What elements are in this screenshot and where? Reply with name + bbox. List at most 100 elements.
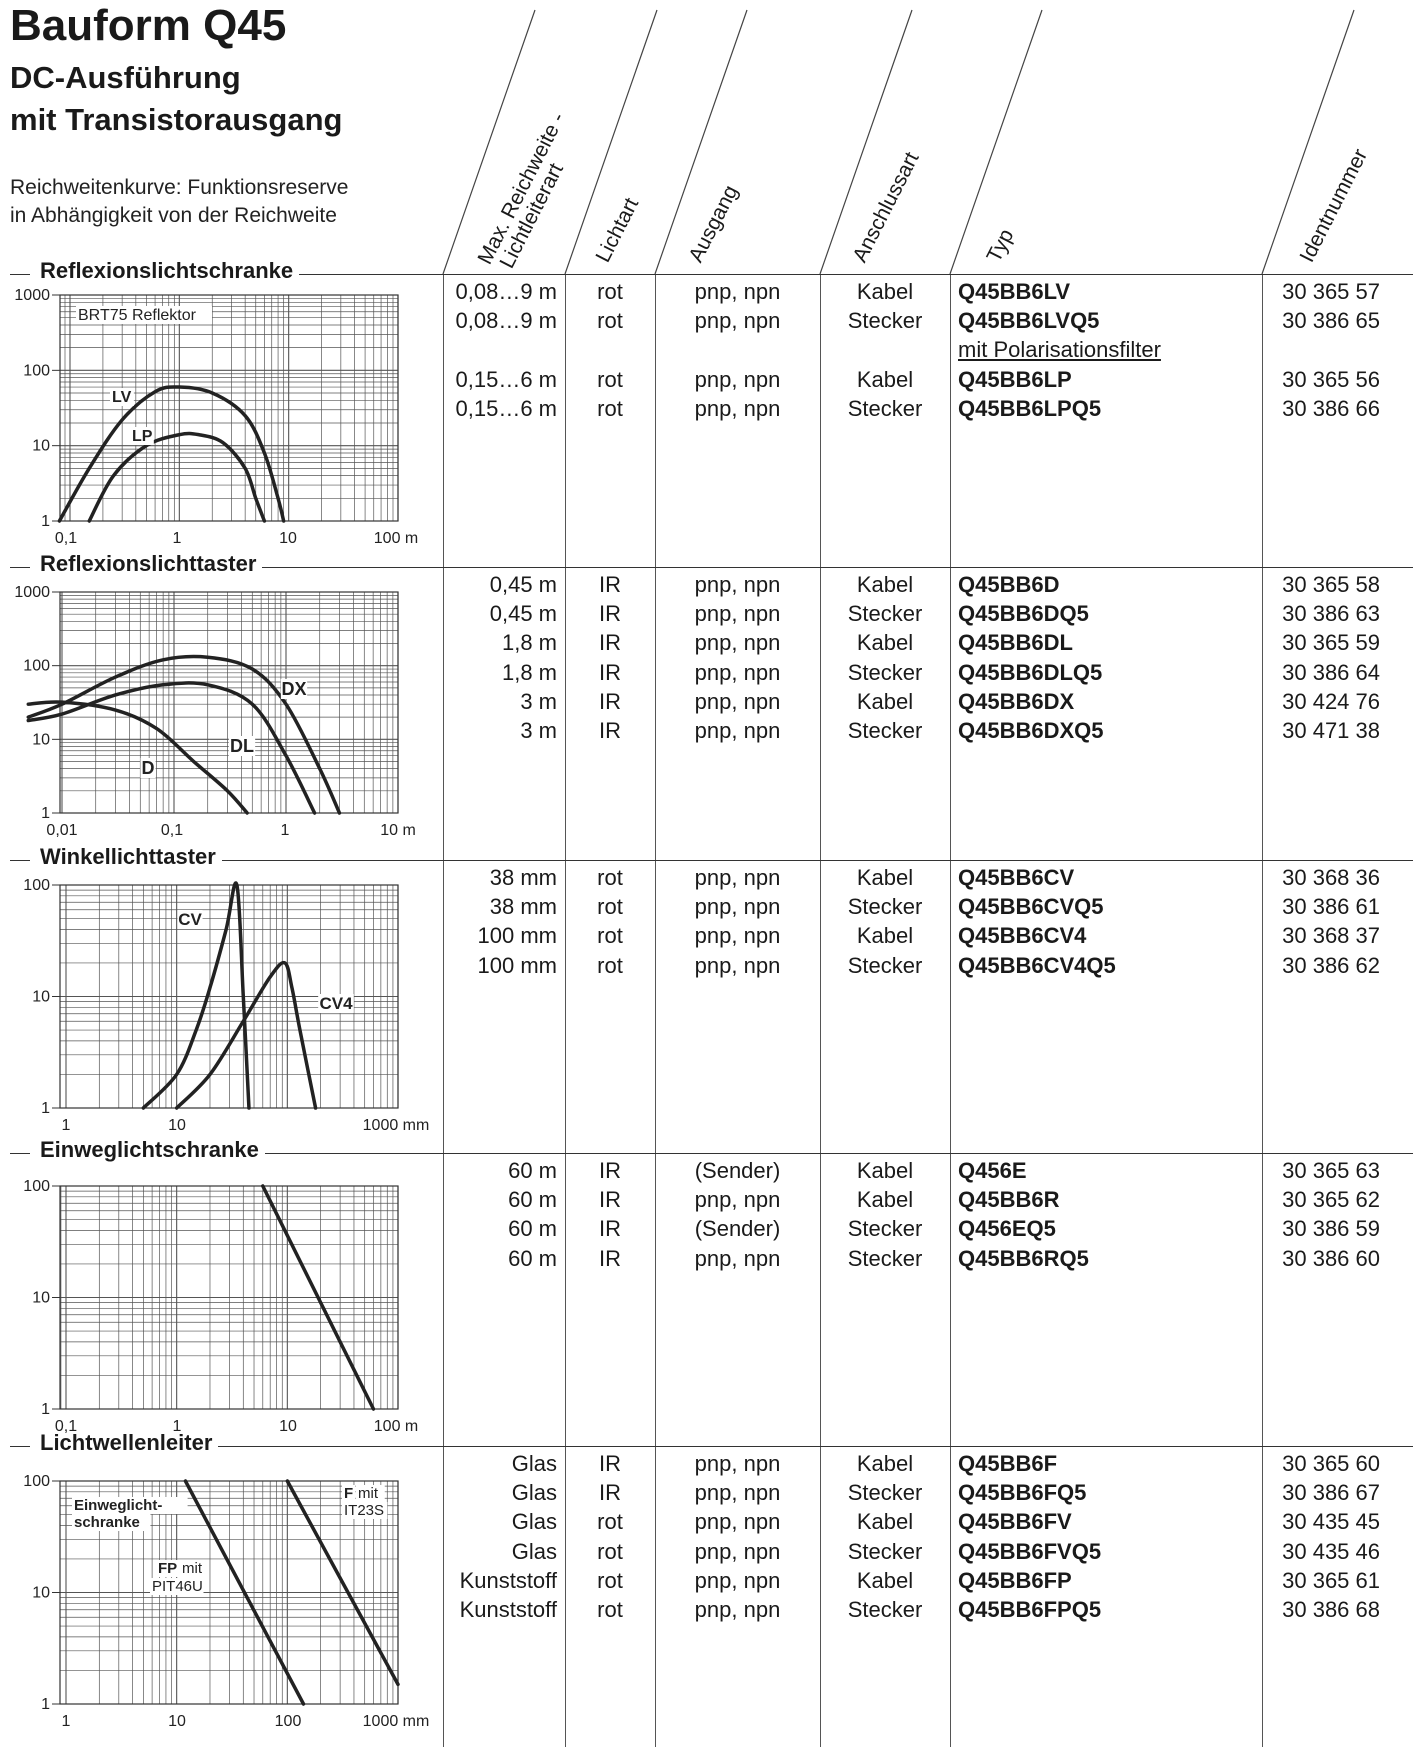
x-tick-label: 100 [275,1713,302,1730]
range-cell: 38 mm [489,894,557,920]
light-type-cell: IR [599,601,621,627]
range-cell: Glas [511,1509,557,1535]
series-label: FP [158,1560,177,1577]
output-cell: (Sender) [694,1158,781,1183]
x-tick-label: 1000 mm [363,1713,430,1730]
label-bg [342,1502,388,1519]
y-tick-label: 100 [23,877,50,894]
light-type-cell: IR [599,659,621,685]
y-tick-label: 10 [32,1290,50,1307]
range-cell: Glas [511,1451,557,1476]
chart-annotation: schranke [74,1514,140,1531]
label-bg [280,679,308,699]
section-dash [10,274,30,275]
connection-cell: Stecker [847,659,923,685]
chart-annotation: BRT75 Reflektor [78,307,197,324]
ident-cell: 30 386 68 [1282,1597,1380,1622]
ident-cell: 30 365 56 [1282,366,1380,392]
label-bg [342,1485,356,1502]
light-type-cell: IR [599,718,621,743]
range-cell: 60 m [508,1245,557,1271]
output-cell: pnp, npn [694,1567,781,1593]
x-tick-label: 0,1 [55,530,77,547]
table-column-line [950,274,951,1747]
typ-note: mit Polarisationsfilter [958,337,1161,363]
page-subtitle-2: mit Transistorausgang [10,102,343,137]
range-cell: 60 m [508,1216,557,1242]
output-cell: pnp, npn [694,1597,781,1622]
ident-cell: 30 435 46 [1282,1538,1380,1564]
light-type-cell: IR [599,1245,621,1271]
output-cell: pnp, npn [694,1245,781,1271]
y-tick-label: 1000 [14,287,50,304]
typ-cell: Q45BB6DX [958,688,1075,714]
section-title: Einweglichtschranke [40,1138,265,1162]
series-curve-cv4 [174,960,318,1110]
label-bg [130,427,154,445]
output-cell: pnp, npn [694,366,781,392]
typ-cell: Q456E [958,1158,1027,1183]
label-bg [177,910,203,929]
label-bg [318,994,354,1013]
light-type-cell: IR [599,572,621,597]
series-label: LV [112,389,132,406]
typ-cell: Q45BB6FPQ5 [958,1597,1102,1622]
section-title: Lichtwellenleiter [40,1431,219,1455]
connection-cell: Kabel [856,1187,914,1213]
typ-cell: Q45BB6F [958,1451,1058,1476]
series-curve-dl [26,681,317,815]
connection-cell: Kabel [856,1509,914,1535]
section-title: Winkellichttaster [40,845,222,869]
ident-cell: 30 386 65 [1282,308,1380,334]
x-tick-label: 1 [173,530,182,547]
connection-cell: Stecker [847,308,923,334]
ident-cell: 30 365 61 [1282,1567,1380,1593]
x-tick-label: 1 [173,1418,182,1435]
connection-cell: Stecker [847,718,923,743]
x-tick-label: 10 m [380,822,416,839]
typ-cell: Q45BB6R [958,1187,1060,1213]
section-divider [40,274,1413,275]
range-cell: 3 m [520,688,557,714]
page-subtitle-1: DC-Ausführung [10,60,241,95]
light-type-cell: IR [599,1216,621,1242]
table-column-line [443,274,444,1747]
label-bg [156,1560,188,1577]
label-bg [140,758,156,778]
x-tick-label: 10 [279,530,297,547]
ident-cell: 30 365 63 [1282,1158,1380,1183]
series-label: CV4 [319,994,353,1013]
light-type-cell: rot [597,366,623,392]
ident-cell: 30 386 67 [1282,1480,1380,1506]
typ-cell: Q45BB6DXQ5 [958,718,1104,743]
output-cell: pnp, npn [694,395,781,421]
chart-annotation: Einweglicht- [74,1497,162,1514]
typ-cell: Q45BB6FV [958,1509,1072,1535]
connection-cell: Kabel [856,366,914,392]
label-bg [150,1578,204,1595]
label-bg [228,736,256,756]
y-tick-label: 1 [41,1401,50,1418]
chart-annotation: mit [358,1485,379,1502]
series-label: F [344,1485,353,1502]
output-cell: (Sender) [694,1216,781,1242]
x-tick-label: 10 [168,1713,186,1730]
connection-cell: Kabel [856,688,914,714]
range-cell: 0,08…9 m [455,279,558,304]
range-cell: 100 mm [477,923,557,949]
ident-cell: 30 368 36 [1282,865,1380,890]
light-type-cell: IR [599,688,621,714]
typ-cell: Q45BB6RQ5 [958,1245,1089,1271]
ident-cell: 30 424 76 [1282,688,1380,714]
light-type-cell: rot [597,952,623,978]
typ-cell: Q45BB6LVQ5 [958,308,1100,334]
x-tick-label: 1 [62,1117,71,1134]
ident-cell: 30 365 60 [1282,1451,1380,1476]
y-tick-label: 10 [32,989,50,1006]
x-tick-label: 0,01 [46,822,77,839]
output-cell: pnp, npn [694,1480,781,1506]
range-cell: 1,8 m [501,659,557,685]
typ-cell: Q45BB6DL [958,630,1073,656]
series-curve-f [285,1479,400,1687]
